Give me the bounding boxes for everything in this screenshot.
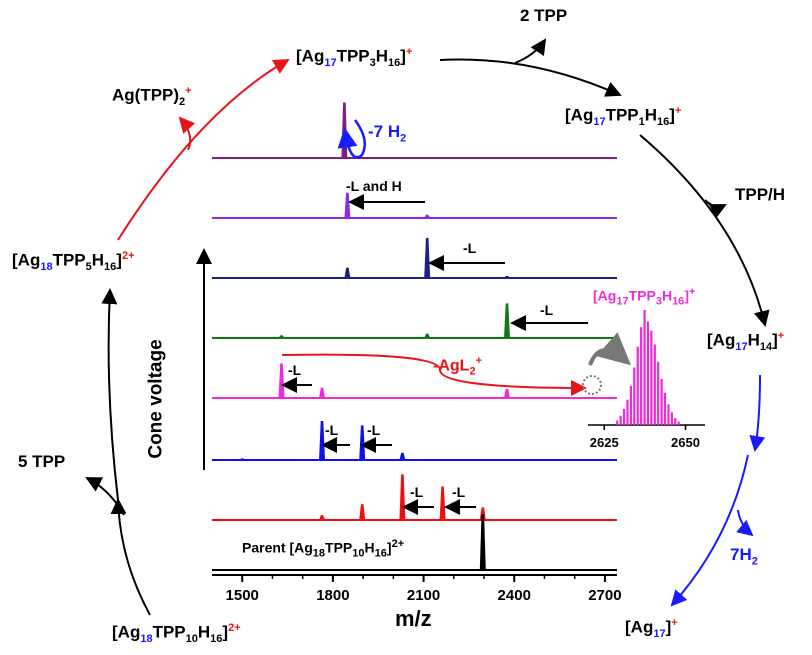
trace-6-peak-2 [399, 452, 406, 461]
annotation-minus-l-6a: -L [325, 422, 339, 438]
cycle-arrow-right [639, 134, 770, 327]
inset-spectrum: 2625 2650 [588, 310, 705, 450]
trace-7-peak-3 [439, 486, 446, 521]
trace-3-peak-1 [424, 237, 431, 279]
trace-7-peak-0 [318, 515, 326, 521]
label-ag18tpp5h16: [Ag18TPP5H16]2+ [12, 250, 135, 274]
trace-2-peak-0 [344, 192, 351, 219]
arrow-minus-agl2 [281, 353, 587, 396]
trace-7-peak-2 [399, 474, 406, 521]
arrow-minus-7h2 [337, 119, 367, 159]
cycle-arrow-left-upper [101, 288, 119, 501]
annotation-minus-l-6b: -L [367, 422, 381, 438]
label-2tpp: 2 TPP [520, 6, 568, 25]
label-ag18tpp10h16: [Ag18TPP10H16]2+ [112, 622, 241, 646]
annotation-minus-l-and-h: -L and H [346, 178, 402, 194]
arrow-7h2 [736, 509, 754, 537]
label-ag17: [Ag17]+ [625, 617, 678, 641]
arrow-5tpp [85, 477, 125, 516]
trace-4-peak-2 [503, 303, 511, 339]
trace-6-peak-1 [359, 425, 366, 461]
arrow-tpph [704, 199, 727, 219]
x-tick-label-2: 2100 [407, 587, 440, 604]
trace-5-peak-2 [503, 388, 511, 399]
trace-3-peak-0 [344, 267, 351, 279]
arrow-agtpp2 [178, 116, 196, 151]
x-tick-label-3: 2400 [498, 587, 531, 604]
trace-4-peak-1 [423, 333, 431, 339]
x-tick-label-4: 2700 [588, 587, 621, 604]
x-axis-ticks: 1500 1800 2100 2400 2700 [226, 575, 622, 604]
label-ag17tpp3h16: [Ag17TPP3H16]+ [296, 46, 413, 70]
y-axis-label: Cone voltage [145, 339, 167, 459]
trace-6-peak-0 [318, 421, 326, 461]
trace-6-peak-3 [238, 458, 247, 461]
cycle-arrow-left-lower [110, 498, 151, 616]
trace-2-peak-1 [423, 214, 431, 219]
mass-spectrum [212, 102, 617, 571]
annotation-minus-l-4: -L [540, 302, 554, 318]
trace-4-peak-0 [277, 335, 286, 339]
curved-gray-arrow [588, 332, 632, 366]
parent-label: Parent [Ag18TPP10H16]2+ [242, 538, 405, 560]
x-axis-label: m/z [395, 606, 432, 631]
x-tick-label-1: 1800 [316, 587, 349, 604]
inset-title: [Ag17TPP3H16]+ [593, 286, 696, 308]
cycle-arrow-blue-lower [670, 454, 749, 607]
label-ag17tpp1h16: [Ag17TPP1H16]+ [565, 105, 682, 129]
trace-7-peak-1 [359, 504, 366, 521]
annotation-minus-l-7a: -L [410, 484, 424, 500]
annotation-minus-l-7b: -L [452, 484, 466, 500]
label-ag17h14: [Ag17H14]+ [707, 330, 785, 354]
inset-tick-label-1: 2650 [671, 435, 700, 450]
x-tick-label-0: 1500 [226, 587, 259, 604]
trace-3-peak-2 [503, 275, 511, 279]
annotation-minus-l-3: -L [463, 240, 477, 256]
cycle-arrow-red [117, 59, 290, 241]
label-tpph: TPP/H [735, 185, 786, 204]
arrow-2tpp [514, 38, 547, 64]
cycle-arrow-blue-upper [749, 374, 766, 452]
dotted-circle [582, 375, 602, 395]
annotation-minus-agl2: -AgL2+ [433, 355, 482, 378]
annotation-minus-7h2: -7 H2 [368, 122, 407, 145]
inset-tick-label-0: 2625 [590, 435, 619, 450]
label-7h2: 7H2 [730, 545, 758, 568]
trace-5-peak-0 [278, 363, 285, 399]
cycle-arrow-top [439, 58, 622, 97]
annotation-minus-l-5: -L [288, 362, 302, 378]
trace-5-peak-1 [318, 387, 326, 399]
label-ag-tpp2: Ag(TPP)2+ [112, 85, 192, 109]
trace-8-peak-0 [479, 514, 486, 571]
label-5tpp: 5 TPP [18, 452, 66, 471]
